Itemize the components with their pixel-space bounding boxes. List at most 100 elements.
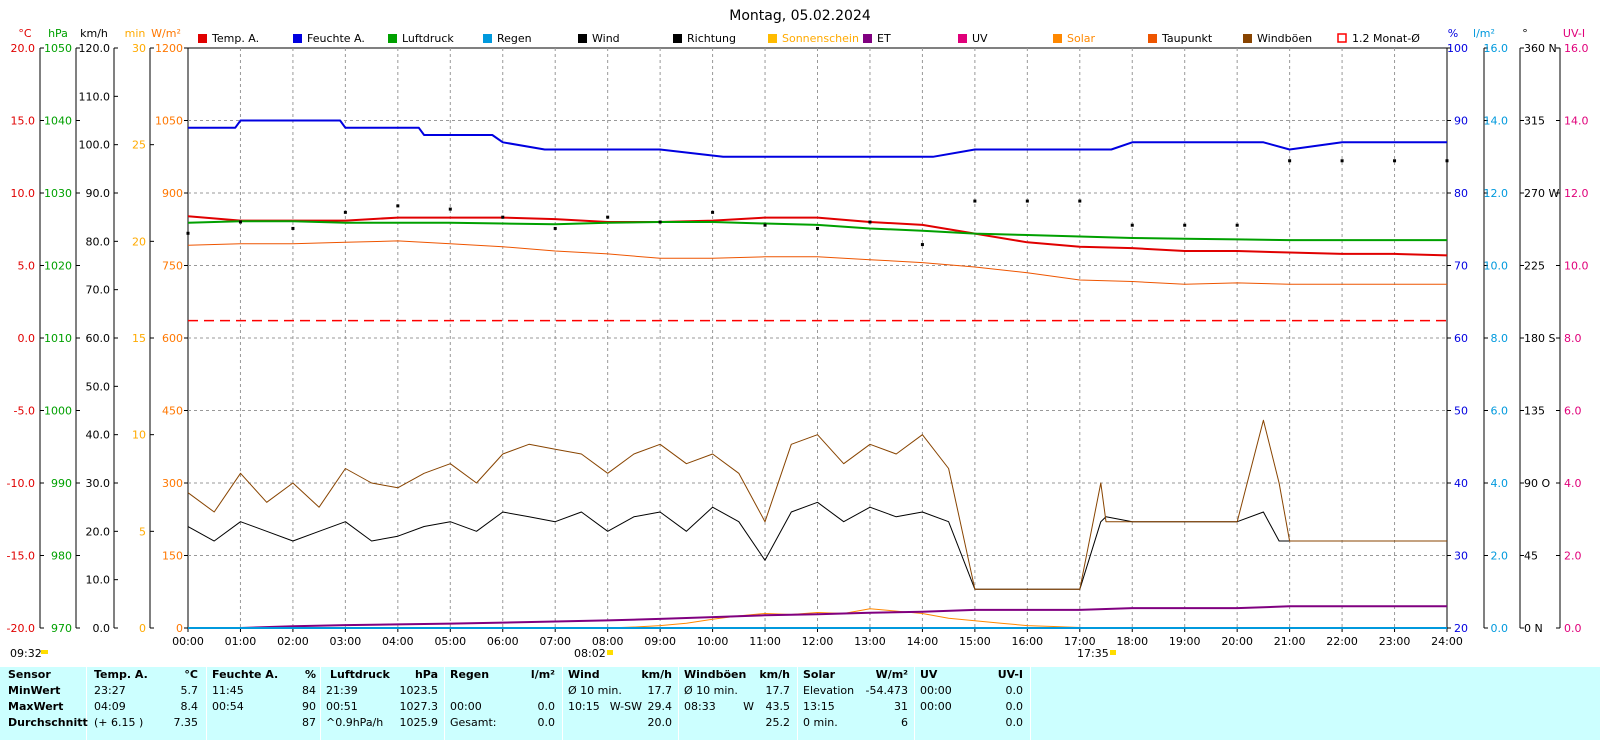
axis-tick-label-direction: 225 xyxy=(1524,260,1545,273)
legend-label: ET xyxy=(877,32,891,45)
x-tick-label: 19:00 xyxy=(1169,635,1201,648)
axis-tick-label-direction: 135 xyxy=(1524,405,1545,418)
legend-swatch xyxy=(1243,34,1252,43)
stat-wind-t: Ø 10 min. xyxy=(568,684,622,697)
x-tick-label: 01:00 xyxy=(225,635,257,648)
direction-point xyxy=(868,220,872,224)
axis-unit-sunshine: min xyxy=(125,27,146,40)
axis-tick-label-rain: 0.0 xyxy=(1491,622,1509,635)
stat-wind-v: 17.7 xyxy=(647,684,673,697)
axis-tick-label-direction: 180 S xyxy=(1524,332,1555,345)
x-tick-label: 03:00 xyxy=(330,635,362,648)
direction-point xyxy=(501,215,505,219)
axis-tick-label-uvi: 10.0 xyxy=(1564,260,1589,273)
stat-press-v: 1027.3 xyxy=(399,700,439,713)
legend-item: Windböen xyxy=(1243,32,1312,45)
legend-item: Solar xyxy=(1053,32,1096,45)
axis-tick-label-uvi: 2.0 xyxy=(1564,550,1582,563)
axis-tick-label-humidity: 80 xyxy=(1454,187,1468,200)
left-time-label: 09:32 xyxy=(10,647,42,660)
axis-tick-label-temp: 15.0 xyxy=(11,115,36,128)
left-axes: °C 20.0 15.0 10.0 5.0 0.0 -5.0 -10.0 -15.0 -20.0 h… xyxy=(7,27,189,635)
axis-unit-direction: ° xyxy=(1522,27,1528,40)
series-layer xyxy=(186,119,1449,629)
stat-press-t: ^0.9hPa/h xyxy=(326,716,384,729)
stat-rain-v: 0.0 xyxy=(537,716,556,729)
x-tick-label: 22:00 xyxy=(1326,635,1358,648)
axis-tick-label-wind: 0.0 xyxy=(93,622,111,635)
legend-swatch xyxy=(768,34,777,43)
axis-tick-label-temp: 10.0 xyxy=(11,187,36,200)
direction-point xyxy=(1445,159,1449,163)
direction-point xyxy=(763,223,767,227)
stat-press-v: 1025.9 xyxy=(399,716,439,729)
axis-tick-label-temp: 0.0 xyxy=(18,332,36,345)
chart-title: Montag, 05.02.2024 xyxy=(729,8,871,24)
axis-tick-label-wind: 120.0 xyxy=(79,42,111,55)
direction-point xyxy=(606,215,610,219)
stat-gust-v: 17.7 xyxy=(765,684,791,697)
axis-tick-label-humidity: 30 xyxy=(1454,550,1468,563)
legend-item: Richtung xyxy=(673,32,736,45)
axis-tick-label-rain: 14.0 xyxy=(1484,115,1509,128)
stat-hum-v: 87 xyxy=(302,716,316,729)
legend-swatch xyxy=(293,34,302,43)
axis-tick-label-solar: 600 xyxy=(162,332,183,345)
stat-rain-v: 0.0 xyxy=(537,700,556,713)
axis-tick-label-rain: 10.0 xyxy=(1484,260,1509,273)
axis-tick-label-solar: 1200 xyxy=(155,42,183,55)
axis-tick-label-sunshine: 5 xyxy=(139,525,146,538)
legend-label: Sonnenschein xyxy=(782,32,859,45)
legend-label: UV xyxy=(972,32,988,45)
stat-label: MaxWert xyxy=(8,700,64,713)
axis-tick-label-humidity: 40 xyxy=(1454,477,1468,490)
header-solar-unit: W/m² xyxy=(875,668,908,681)
axis-tick-label-temp: 20.0 xyxy=(11,42,36,55)
statistics-table: Sensor Temp. A. °C Feuchte A. % Luftdruc… xyxy=(0,667,1600,740)
axis-tick-label-rain: 12.0 xyxy=(1484,187,1509,200)
axis-tick-label-rain: 4.0 xyxy=(1491,477,1509,490)
stat-wind-v: 20.0 xyxy=(647,716,673,729)
legend-swatch xyxy=(1053,34,1062,43)
header-humidity: Feuchte A. xyxy=(212,668,279,681)
direction-point xyxy=(1183,223,1187,227)
direction-point xyxy=(816,226,819,230)
stat-temp-t: (+ 6.15 ) xyxy=(94,716,144,729)
axis-tick-label-pressure: 980 xyxy=(51,550,72,563)
axis-tick-label-solar: 900 xyxy=(162,187,183,200)
x-tick-label: 15:00 xyxy=(959,635,991,648)
axis-tick-label-wind: 40.0 xyxy=(86,429,111,442)
axis-tick-label-temp: -5.0 xyxy=(14,405,35,418)
axis-tick-label-temp: -15.0 xyxy=(7,550,35,563)
legend-item: Taupunkt xyxy=(1148,32,1213,45)
x-tick-label: 07:00 xyxy=(539,635,571,648)
stat-temp-t: 23:27 xyxy=(94,684,126,697)
direction-point xyxy=(238,220,242,224)
direction-point xyxy=(711,210,715,214)
series-line-1 xyxy=(188,119,1447,158)
x-tick-label: 11:00 xyxy=(749,635,781,648)
axis-unit-uvi: UV-I xyxy=(1563,27,1585,40)
legend-label: 1.2 Monat-Ø xyxy=(1352,32,1420,45)
legend-item: 1.2 Monat-Ø xyxy=(1337,32,1420,45)
header-solar: Solar xyxy=(803,668,836,681)
stat-solar-t: Elevation xyxy=(803,684,855,697)
legend-swatch xyxy=(198,34,207,43)
legend-swatch xyxy=(483,34,492,43)
stat-temp-v: 7.35 xyxy=(173,716,199,729)
sunset-marker xyxy=(1110,650,1116,655)
x-tick-label: 14:00 xyxy=(907,635,939,648)
x-tick-label: 05:00 xyxy=(434,635,466,648)
legend-label: Temp. A. xyxy=(211,32,259,45)
direction-point xyxy=(1393,159,1397,163)
axis-tick-label-humidity: 90 xyxy=(1454,115,1468,128)
axis-tick-label-uvi: 6.0 xyxy=(1564,405,1582,418)
axis-tick-label-rain: 8.0 xyxy=(1491,332,1509,345)
axis-unit-humidity: % xyxy=(1448,27,1458,40)
stat-rain-t: Gesamt: xyxy=(450,716,497,729)
legend-swatch xyxy=(578,34,587,43)
axis-tick-label-direction: 270 W xyxy=(1524,187,1559,200)
axis-tick-label-sunshine: 25 xyxy=(132,139,146,152)
x-tick-label: 12:00 xyxy=(802,635,834,648)
stat-solar-t: 0 min. xyxy=(803,716,838,729)
